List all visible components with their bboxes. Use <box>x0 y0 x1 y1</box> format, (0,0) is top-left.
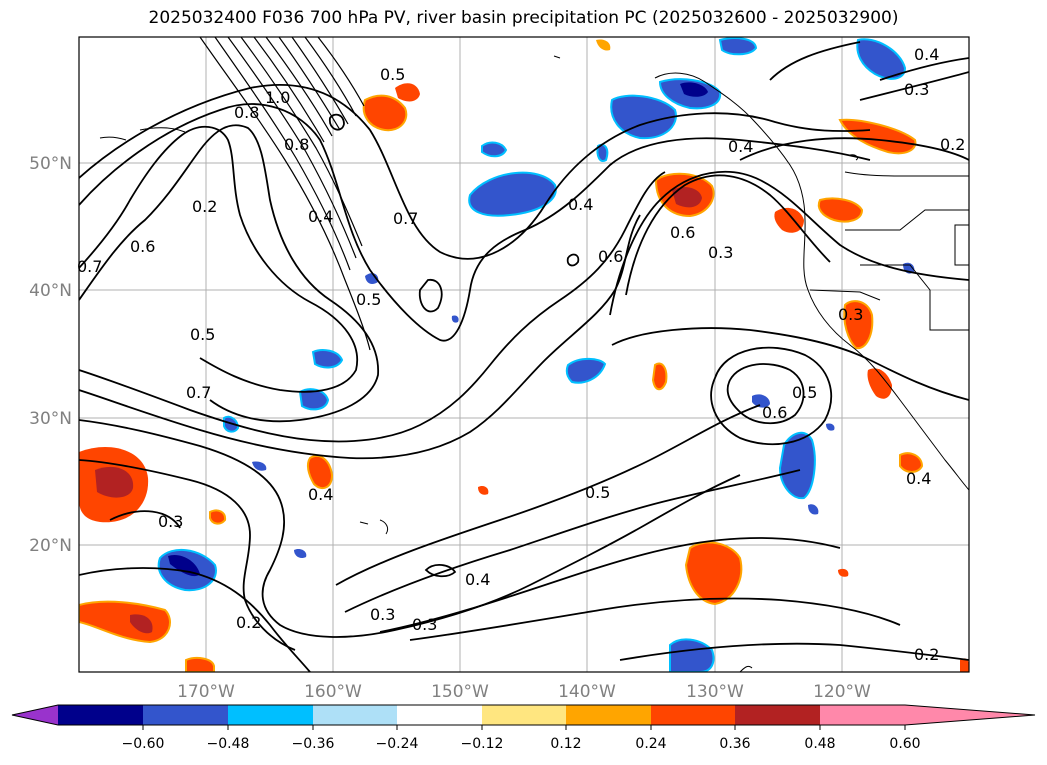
lon-label: 130°W <box>686 682 744 702</box>
contour-label: 0.5 <box>380 65 405 84</box>
contour-label: 0.3 <box>370 605 395 624</box>
precip-negative-shading <box>157 37 915 672</box>
contour-label: 0.7 <box>393 209 418 228</box>
colorbar-extend-min <box>12 705 58 725</box>
contour-labels: 0.7 0.6 0.2 0.5 0.7 0.3 0.2 1.0 0.8 0.4 … <box>77 45 965 664</box>
contour-label: 0.5 <box>190 325 215 344</box>
contour-label: 0.8 <box>234 103 259 122</box>
contour-label: 0.2 <box>940 135 965 154</box>
colorbar-bin <box>143 705 228 725</box>
colorbar: −0.60 −0.48 −0.36 −0.24 −0.12 0.12 0.24 … <box>11 704 1036 752</box>
precip-positive-shading <box>79 39 969 672</box>
contour-label: 0.5 <box>585 483 610 502</box>
colorbar-bin <box>58 705 143 725</box>
contour-label: 0.4 <box>308 485 333 504</box>
contour-label: 0.4 <box>308 207 333 226</box>
contour-label: 0.7 <box>186 383 211 402</box>
colorbar-extend-max <box>905 705 1035 725</box>
lat-label: 20°N <box>29 536 72 556</box>
colorbar-tick-label: 0.12 <box>550 736 581 752</box>
contour-label: 0.6 <box>598 247 623 266</box>
colorbar-ticks <box>142 725 906 730</box>
contour-label: 0.3 <box>838 305 863 324</box>
contour-label: 0.3 <box>412 615 437 634</box>
colorbar-tick-label: −0.24 <box>376 736 419 752</box>
contour-label: 0.6 <box>130 237 155 256</box>
colorbar-bin <box>482 705 566 725</box>
colorbar-bin <box>566 705 651 725</box>
lon-label: 140°W <box>558 682 616 702</box>
contour-label: 0.6 <box>762 403 787 422</box>
contour-label: 0.3 <box>158 512 183 531</box>
contour-label: 0.6 <box>670 223 695 242</box>
lat-label: 50°N <box>29 154 72 174</box>
colorbar-tick-label: −0.48 <box>207 736 250 752</box>
contour-label: 0.3 <box>904 80 929 99</box>
colorbar-tick-label: 0.24 <box>635 736 666 752</box>
map-background <box>79 37 969 672</box>
contour-label: 0.4 <box>728 137 753 156</box>
contour-label: 0.3 <box>708 243 733 262</box>
lat-label: 30°N <box>29 409 72 429</box>
contour-label: 0.8 <box>284 135 309 154</box>
colorbar-tick-label: −0.12 <box>461 736 504 752</box>
latitude-labels: 50°N 40°N 30°N 20°N <box>29 154 72 556</box>
contour-label: 0.4 <box>465 570 490 589</box>
contour-label: 0.4 <box>568 195 593 214</box>
colorbar-tick-label: −0.60 <box>122 736 165 752</box>
contour-label: 0.5 <box>792 383 817 402</box>
contour-label: 0.5 <box>356 290 381 309</box>
contour-label: 0.2 <box>192 197 217 216</box>
colorbar-bin <box>313 705 397 725</box>
lat-label: 40°N <box>29 281 72 301</box>
contour-label: 0.4 <box>906 469 931 488</box>
contour-label: 0.4 <box>914 45 939 64</box>
contour-label: 0.2 <box>914 645 939 664</box>
colorbar-bin <box>651 705 735 725</box>
contour-label: 0.7 <box>77 257 102 276</box>
lon-label: 120°W <box>813 682 871 702</box>
coastlines <box>99 55 969 672</box>
pv-contours <box>79 41 969 672</box>
colorbar-tick-label: −0.36 <box>292 736 335 752</box>
lon-label: 150°W <box>431 682 489 702</box>
contour-label: 0.2 <box>236 613 261 632</box>
map-frame <box>78 36 970 673</box>
longitude-labels: 170°W 160°W 150°W 140°W 130°W 120°W <box>177 682 871 702</box>
lon-label: 170°W <box>177 682 235 702</box>
lon-label: 160°W <box>304 682 362 702</box>
colorbar-bin <box>735 705 820 725</box>
colorbar-outline <box>11 704 1036 726</box>
colorbar-bin <box>397 705 482 725</box>
colorbar-bin <box>228 705 313 725</box>
map-title: 2025032400 F036 700 hPa PV, river basin … <box>148 8 899 28</box>
colorbar-bin <box>820 705 905 725</box>
colorbar-tick-label: 0.36 <box>719 736 750 752</box>
colorbar-tick-label: 0.60 <box>889 736 920 752</box>
pv-dense-contours <box>199 37 371 351</box>
colorbar-tick-label: 0.48 <box>804 736 835 752</box>
contour-label: 1.0 <box>265 88 290 107</box>
